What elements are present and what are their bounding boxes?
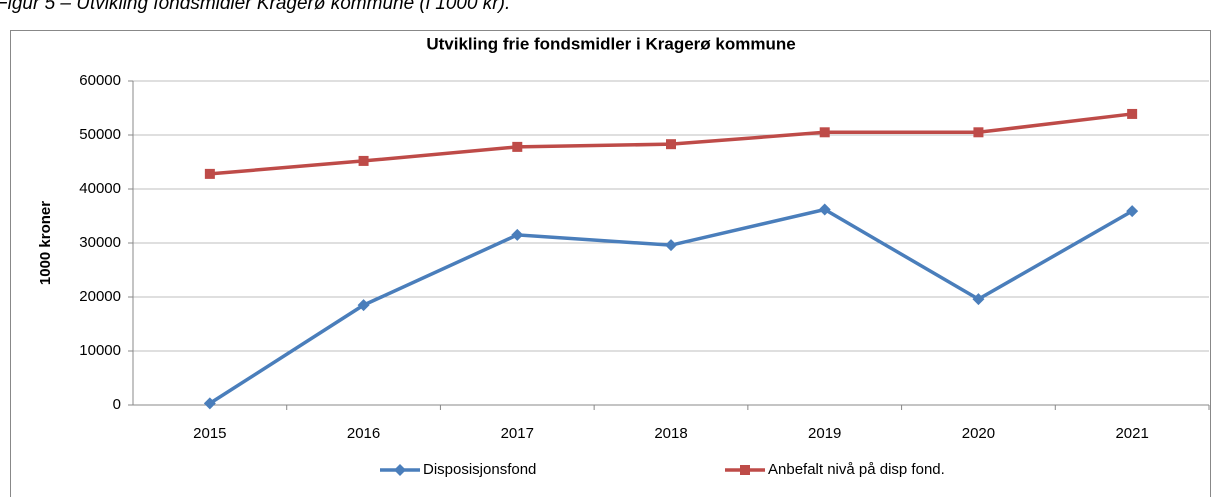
figure-caption: Figur 5 – Utvikling fondsmidler Kragerø … — [0, 0, 510, 14]
y-tick-label: 0 — [113, 396, 121, 413]
legend-label: Disposisjonsfond — [423, 461, 536, 478]
x-tick-label: 2019 — [808, 425, 841, 442]
y-tick-label: 20000 — [79, 288, 121, 305]
y-tick-label: 30000 — [79, 234, 121, 251]
legend-marker — [740, 465, 750, 475]
data-point — [357, 299, 370, 312]
legend-label: Anbefalt nivå på disp fond. — [768, 461, 945, 478]
x-tick-label: 2018 — [654, 425, 687, 442]
y-axis-label: 1000 kroner — [37, 201, 54, 285]
data-point — [512, 141, 523, 152]
data-point — [203, 397, 216, 410]
chart-title: Utvikling frie fondsmidler i Kragerø kom… — [426, 34, 795, 53]
x-tick-label: 2020 — [962, 425, 995, 442]
y-tick-label: 50000 — [79, 126, 121, 143]
x-tick-label: 2015 — [193, 425, 226, 442]
data-point — [972, 293, 985, 306]
data-point — [1126, 205, 1139, 218]
chart-border — [10, 30, 1211, 497]
data-point — [358, 155, 369, 166]
data-point — [819, 127, 830, 138]
y-tick-label: 40000 — [79, 180, 121, 197]
data-point — [973, 127, 984, 138]
x-tick-label: 2021 — [1115, 425, 1148, 442]
y-tick-label: 60000 — [79, 72, 121, 89]
y-tick-label: 10000 — [79, 342, 121, 359]
data-point — [1127, 108, 1138, 119]
data-point — [818, 203, 831, 216]
data-point — [204, 168, 215, 179]
data-point — [666, 139, 676, 150]
x-tick-label: 2016 — [347, 425, 380, 442]
data-point — [665, 239, 677, 252]
data-point — [511, 228, 524, 241]
legend-marker — [394, 464, 406, 476]
x-tick-label: 2017 — [501, 425, 534, 442]
